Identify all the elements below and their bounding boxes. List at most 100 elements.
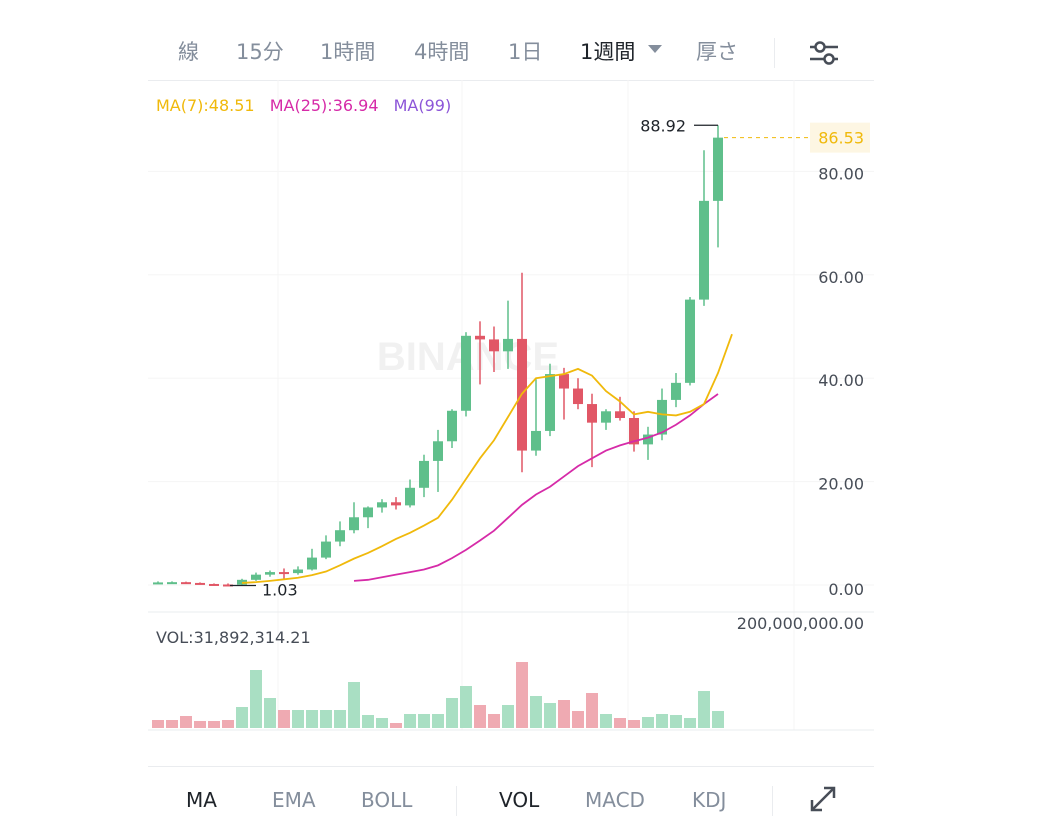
volume-bar bbox=[446, 698, 458, 728]
candle-body bbox=[279, 572, 289, 575]
candle-body bbox=[475, 335, 485, 340]
candlestick-chart[interactable]: BINANCE80.0060.0040.0020.000.0086.5388.9… bbox=[148, 80, 874, 740]
time-tick-label: 07-08 bbox=[605, 739, 652, 740]
volume-bar bbox=[544, 703, 556, 728]
candle-body bbox=[461, 335, 471, 411]
candle-body bbox=[671, 382, 681, 400]
candle-body bbox=[489, 339, 499, 352]
interval-tab-line[interactable]: 線 bbox=[178, 40, 199, 64]
volume-bar bbox=[558, 700, 570, 728]
candle-body bbox=[405, 487, 415, 506]
volume-bar bbox=[488, 714, 500, 728]
candle-body bbox=[657, 399, 667, 435]
time-tick-label: 09-30 bbox=[771, 739, 818, 740]
volume-bar bbox=[236, 707, 248, 728]
ma25-line bbox=[353, 393, 719, 582]
divider bbox=[772, 786, 773, 816]
volume-bar bbox=[628, 720, 640, 728]
volume-bar bbox=[166, 720, 178, 728]
volume-bar bbox=[306, 710, 318, 728]
volume-bar bbox=[474, 705, 486, 728]
chevron-down-icon[interactable] bbox=[648, 45, 662, 53]
volume-bar bbox=[390, 723, 402, 728]
volume-bar bbox=[656, 714, 668, 728]
volume-bar bbox=[194, 721, 206, 728]
candle-body bbox=[587, 404, 597, 423]
candle-body bbox=[209, 583, 219, 586]
candle-body bbox=[559, 374, 569, 389]
ma25-label: MA(25):36.94 bbox=[269, 96, 379, 115]
ma7-line bbox=[241, 333, 733, 584]
volume-bar bbox=[348, 682, 360, 728]
candle-body bbox=[195, 582, 205, 585]
interval-tab-15m[interactable]: 15分 bbox=[236, 40, 284, 64]
volume-bar bbox=[418, 714, 430, 728]
volume-bar bbox=[334, 710, 346, 728]
candle-body bbox=[349, 517, 359, 531]
low-price-label: 1.03 bbox=[262, 581, 298, 600]
volume-bar bbox=[600, 714, 612, 728]
volume-bar bbox=[432, 714, 444, 728]
volume-bar bbox=[684, 718, 696, 728]
volume-bar bbox=[698, 691, 710, 728]
indicator-vol[interactable]: VOL bbox=[499, 788, 540, 812]
last-price-badge bbox=[810, 122, 870, 153]
price-tick-label: 40.00 bbox=[818, 371, 864, 390]
volume-bar bbox=[460, 686, 472, 728]
volume-bar bbox=[152, 720, 164, 728]
last-price-label: 86.53 bbox=[818, 129, 864, 148]
volume-bar bbox=[642, 717, 654, 728]
volume-bar bbox=[320, 710, 332, 728]
candle-body bbox=[321, 541, 331, 558]
time-tick-label: 04-15 bbox=[439, 739, 486, 740]
interval-tab-1d[interactable]: 1日 bbox=[508, 40, 543, 64]
interval-tab-1w[interactable]: 1週間 bbox=[580, 40, 636, 64]
price-tick-label: 60.00 bbox=[818, 268, 864, 287]
candle-body bbox=[573, 388, 583, 405]
indicator-macd[interactable]: MACD bbox=[585, 788, 645, 812]
volume-max-label: 200,000,000.00 bbox=[736, 614, 864, 633]
volume-bar bbox=[516, 662, 528, 728]
indicator-bar: MA EMA BOLL VOL MACD KDJ bbox=[148, 768, 874, 820]
interval-tab-1h[interactable]: 1時間 bbox=[320, 40, 376, 64]
candle-body bbox=[419, 460, 429, 488]
interval-tab-4h[interactable]: 4時間 bbox=[414, 40, 470, 64]
candle-body bbox=[307, 557, 317, 570]
high-price-label: 88.92 bbox=[640, 116, 686, 135]
volume-bar bbox=[278, 710, 290, 728]
time-tick-label: 01-21 bbox=[266, 739, 313, 740]
interval-tab-depth[interactable]: 厚さ bbox=[696, 40, 738, 64]
volume-bar bbox=[362, 715, 374, 728]
candle-body bbox=[629, 418, 639, 445]
candle-body bbox=[643, 434, 653, 445]
expand-icon[interactable] bbox=[808, 784, 838, 814]
candle-body bbox=[685, 299, 695, 383]
volume-bar bbox=[404, 714, 416, 728]
candle-body bbox=[545, 374, 555, 431]
divider bbox=[456, 786, 457, 816]
volume-bar bbox=[250, 670, 262, 728]
candle-body bbox=[265, 572, 275, 575]
indicator-kdj[interactable]: KDJ bbox=[692, 788, 727, 812]
volume-bar bbox=[530, 696, 542, 728]
kline-widget: 線 15分 1時間 4時間 1日 1週間 厚さ BINANCE80.0060.0… bbox=[148, 0, 874, 820]
indicator-ema[interactable]: EMA bbox=[272, 788, 316, 812]
volume-legend: VOL:31,892,314.21 bbox=[156, 628, 311, 647]
indicator-boll[interactable]: BOLL bbox=[361, 788, 413, 812]
volume-bar bbox=[586, 693, 598, 728]
volume-bar bbox=[712, 711, 724, 728]
volume-bar bbox=[264, 698, 276, 728]
interval-bar: 線 15分 1時間 4時間 1日 1週間 厚さ bbox=[148, 26, 874, 80]
volume-bar bbox=[614, 718, 626, 728]
candle-body bbox=[531, 430, 541, 451]
indicator-ma[interactable]: MA bbox=[186, 788, 217, 812]
volume-bar bbox=[670, 715, 682, 728]
ma-legend: MA(7):48.51 MA(25):36.94 MA(99) bbox=[156, 96, 461, 115]
candle-body bbox=[167, 582, 177, 585]
sliders-icon[interactable] bbox=[808, 40, 840, 66]
candle-body bbox=[433, 441, 443, 461]
volume-bar bbox=[376, 718, 388, 728]
candle-body bbox=[615, 411, 625, 419]
candle-body bbox=[363, 507, 373, 518]
candle-body bbox=[713, 137, 723, 201]
